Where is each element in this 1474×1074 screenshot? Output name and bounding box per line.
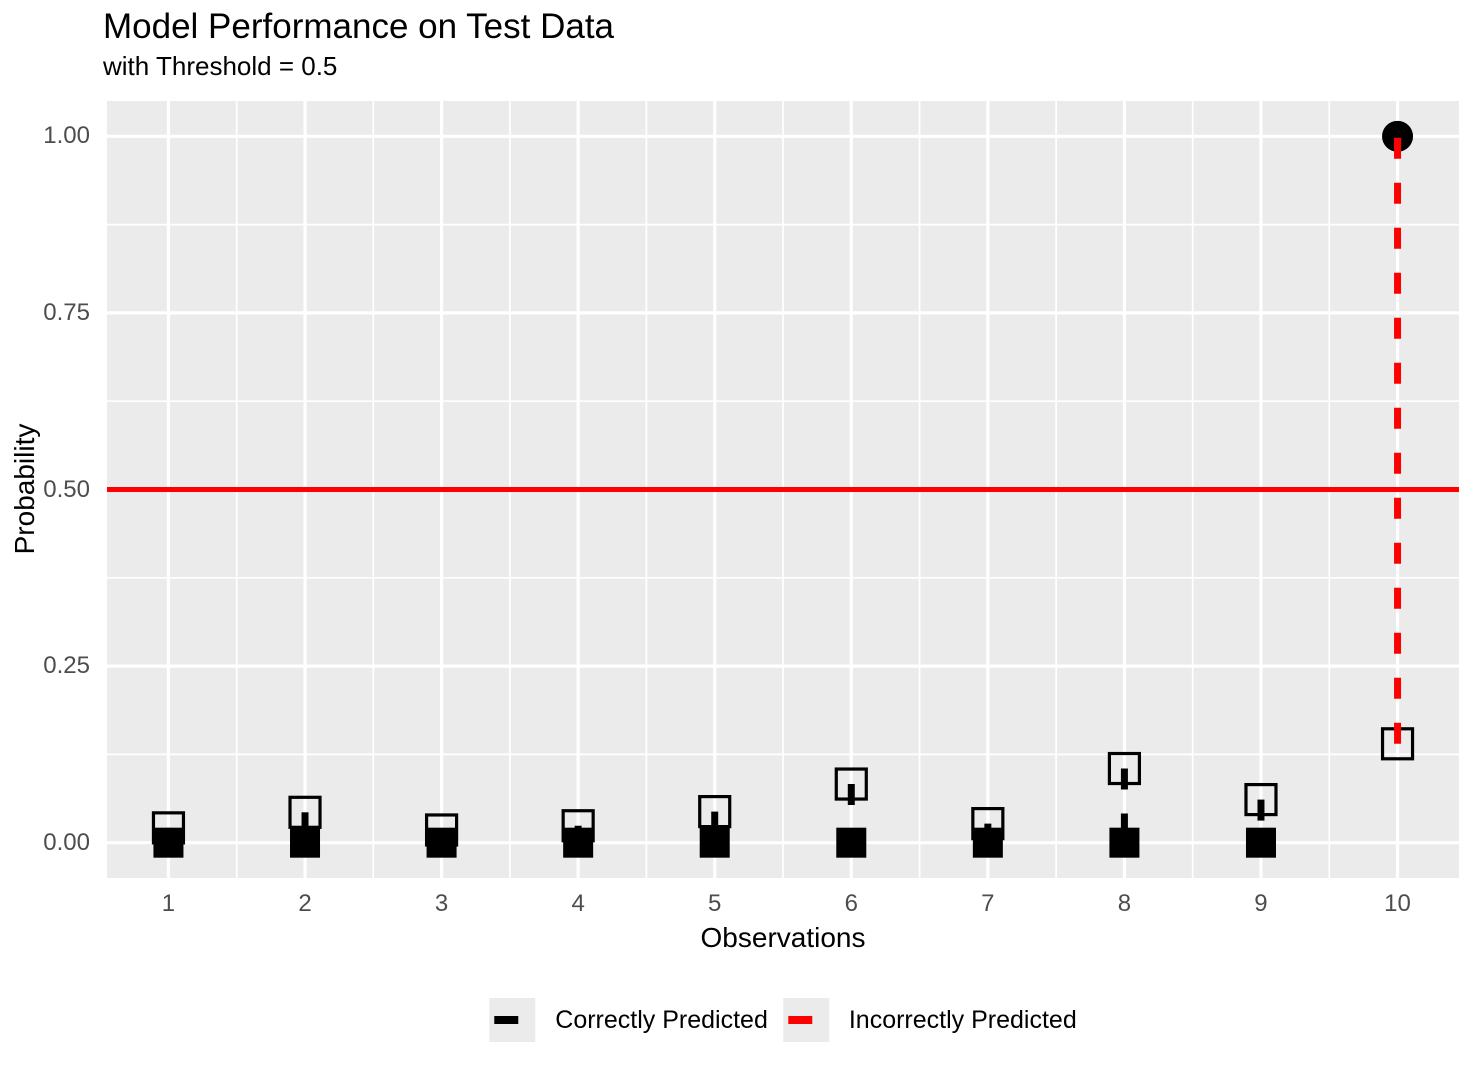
correct-line-swatch-icon: [494, 1016, 519, 1024]
x-tick-label: 4: [571, 890, 585, 917]
y-tick-label: 0.25: [43, 652, 90, 680]
x-tick-label: 8: [1117, 890, 1132, 917]
x-tick-label: 10: [1384, 890, 1411, 917]
actual-marker: [699, 827, 730, 858]
legend-label-incorrect: Incorrectly Predicted: [848, 1005, 1077, 1034]
y-tick-label: 1.00: [43, 122, 90, 150]
x-tick-label: 2: [298, 890, 312, 917]
y-tick-label: 0.50: [43, 475, 90, 503]
legend-key-incorrect: [782, 998, 829, 1042]
legend-item-incorrect: Incorrectly Predicted: [782, 998, 1077, 1042]
x-tick-label: 9: [1254, 890, 1268, 917]
predicted-marker: [424, 813, 459, 847]
y-axis-title: Probability: [9, 423, 40, 555]
actual-marker: [1245, 827, 1276, 858]
y-tick-label: 0.75: [43, 298, 90, 326]
x-tick-label: 1: [161, 890, 176, 917]
y-tick-label: 0.00: [43, 828, 90, 856]
chart-title: Model Performance on Test Data: [103, 7, 615, 46]
predicted-marker: [151, 811, 186, 845]
legend-key-correct: [489, 998, 536, 1042]
chart-subtitle: with Threshold = 0.5: [103, 51, 338, 81]
x-tick-label: 7: [981, 890, 995, 917]
legend-item-correct: Correctly Predicted: [489, 998, 768, 1042]
actual-marker: [1382, 120, 1414, 152]
incorrect-line-swatch-icon: [787, 1016, 812, 1024]
x-tick-label: 6: [844, 890, 858, 917]
x-axis-title: Observations: [700, 922, 866, 953]
legend: Correctly Predicted Incorrectly Predicte…: [489, 998, 1077, 1042]
x-tick-label: 3: [434, 890, 449, 917]
x-tick-label: 5: [708, 890, 722, 917]
legend-label-correct: Correctly Predicted: [555, 1005, 768, 1034]
